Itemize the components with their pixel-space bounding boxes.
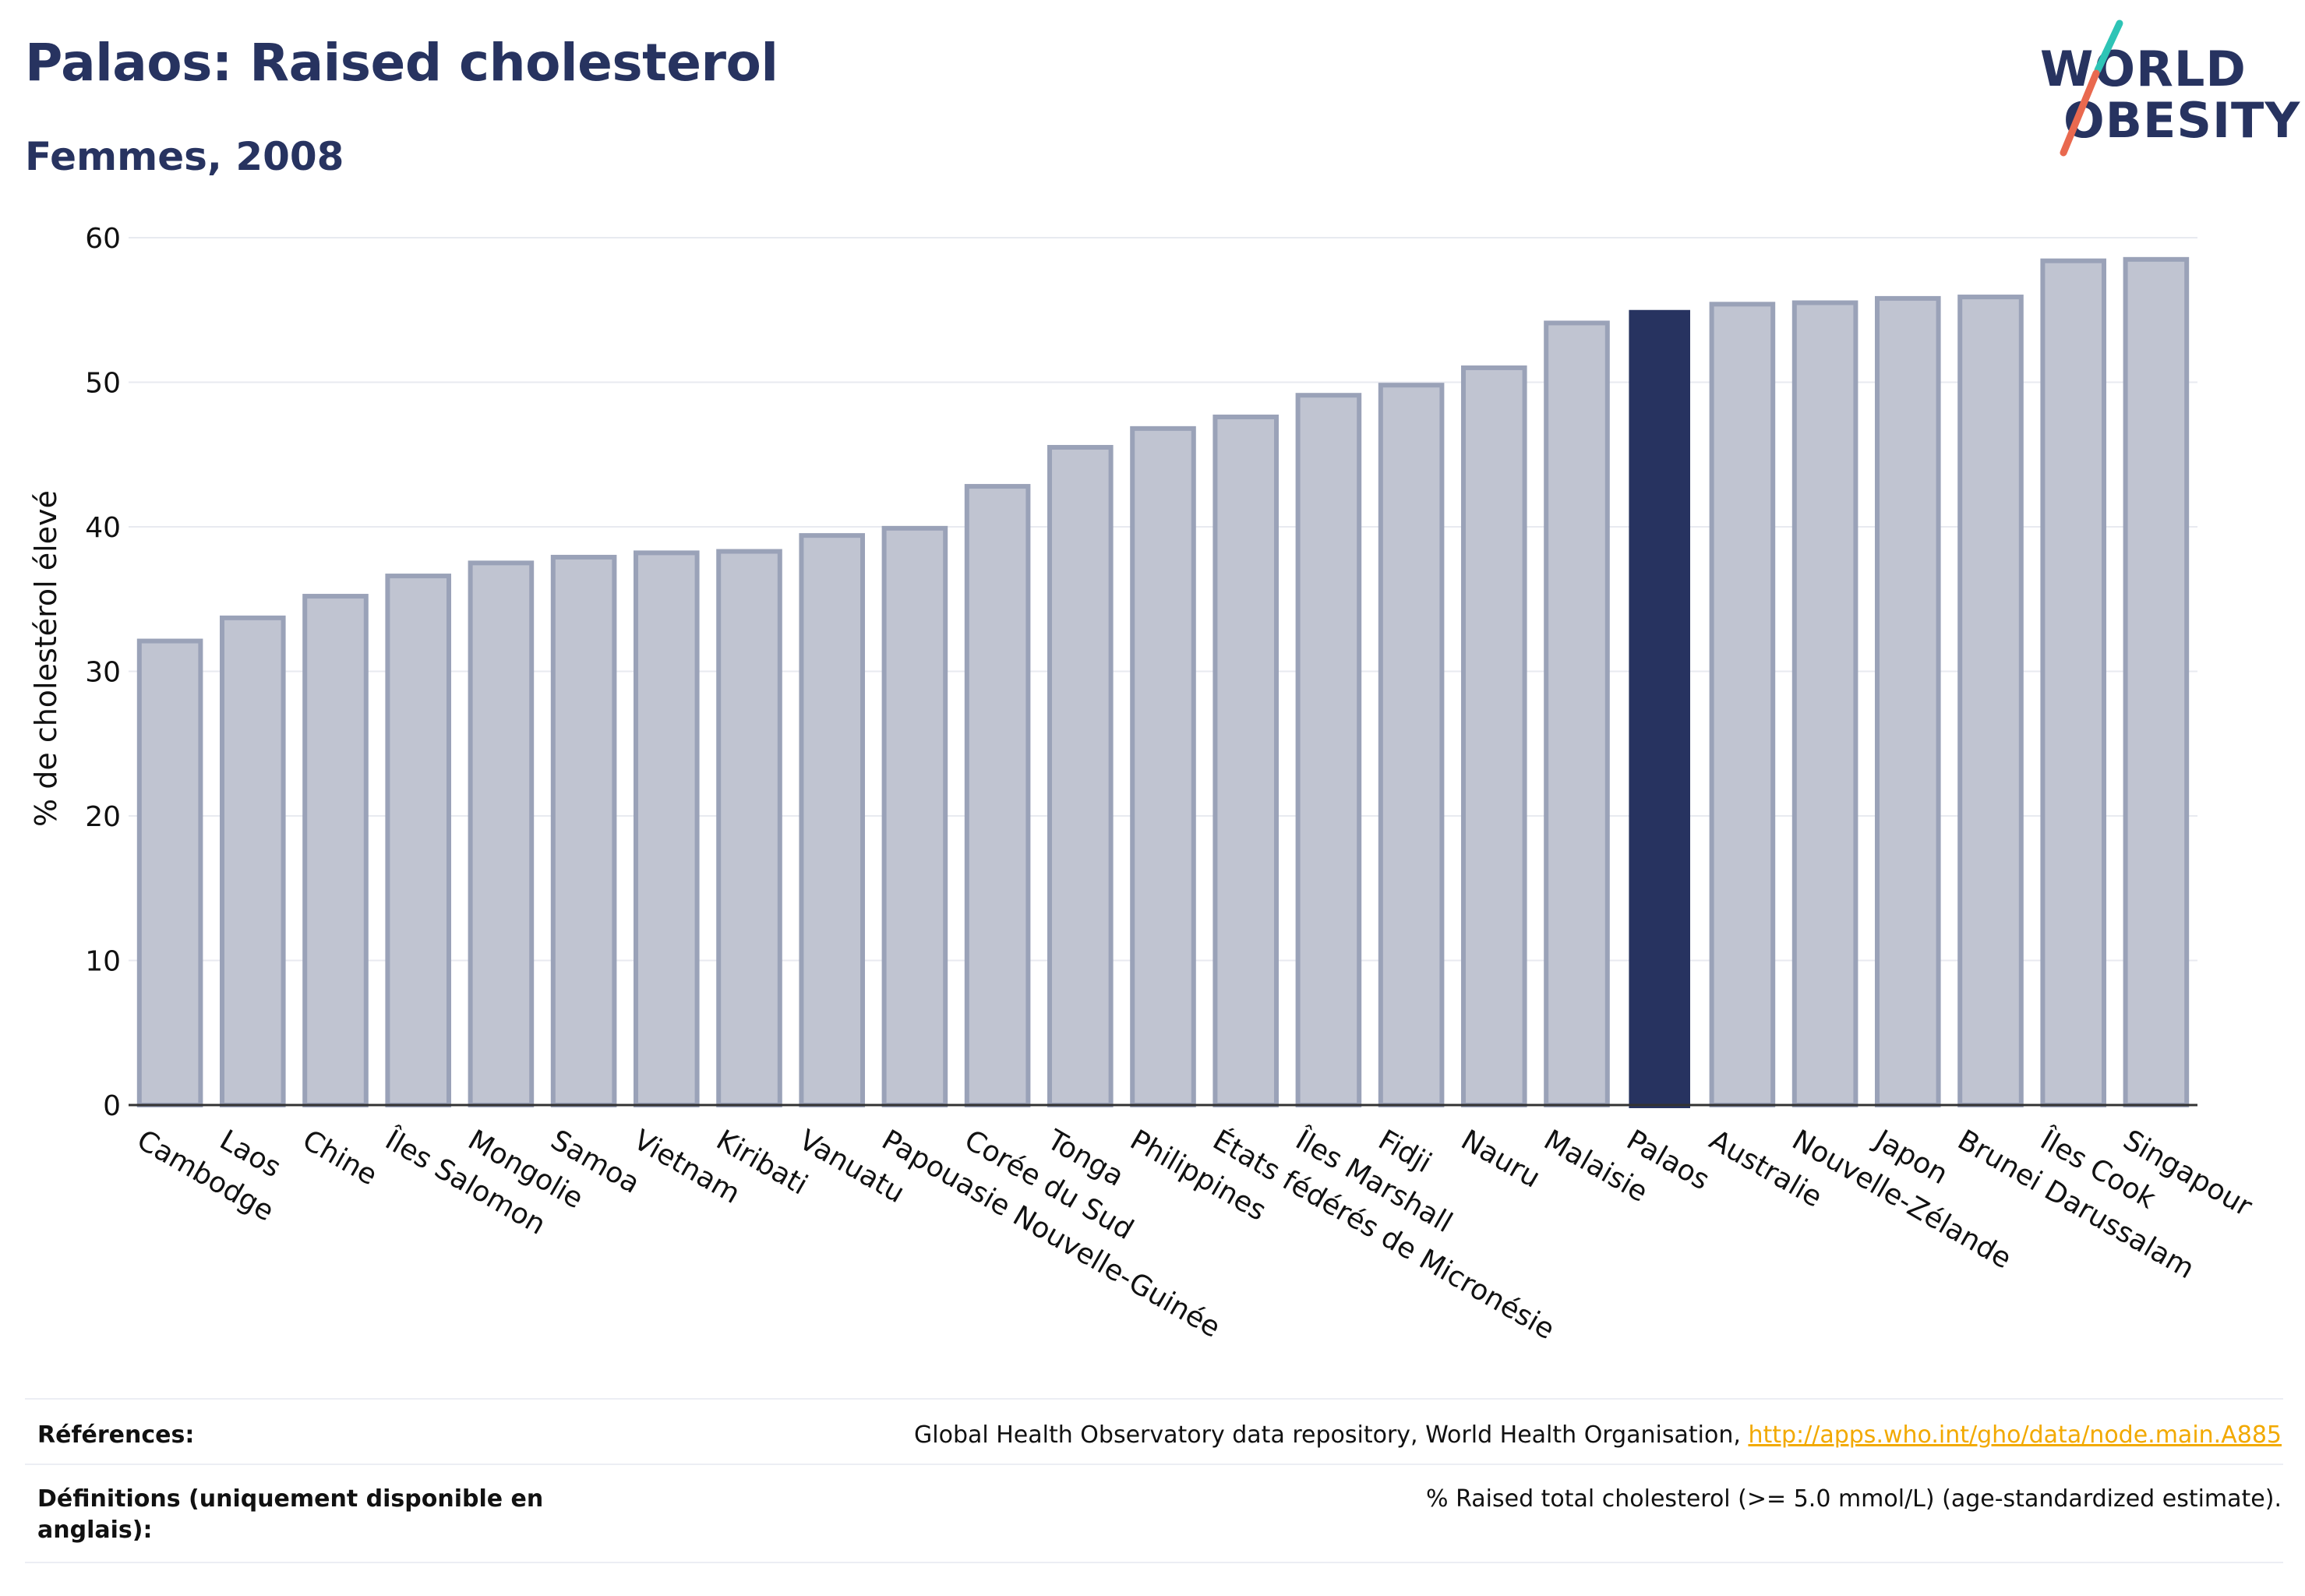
bar[interactable] (1130, 425, 1196, 1107)
page-title: Palaos: Raised cholesterol (25, 33, 778, 93)
bar[interactable] (1709, 302, 1776, 1108)
y-tick-label: 30 (85, 657, 121, 689)
bar[interactable] (2040, 258, 2106, 1107)
bar[interactable] (634, 550, 700, 1107)
bar[interactable] (799, 533, 865, 1107)
bar[interactable] (964, 484, 1031, 1107)
definitions-label: Définitions (uniquement disponible en an… (37, 1485, 544, 1544)
world-obesity-logo: WORLD OBESITY (2026, 19, 2300, 167)
bar[interactable] (881, 525, 948, 1107)
logo-line-2: OBESITY (2063, 92, 2301, 149)
references-label: Références: (37, 1421, 195, 1449)
bar[interactable] (302, 594, 369, 1107)
bar[interactable] (1544, 320, 1610, 1107)
y-axis-ticks: 0 10 20 30 40 50 60 (85, 223, 121, 1122)
y-axis-label: % de cholestérol élevé (29, 490, 63, 827)
bar[interactable] (716, 549, 782, 1107)
bar[interactable] (220, 615, 286, 1107)
bar[interactable] (1791, 300, 1858, 1108)
logo-line-1: WORLD (2040, 41, 2247, 97)
bars (136, 256, 2190, 1108)
bar[interactable] (1461, 365, 1527, 1107)
footer-divider (25, 1464, 2283, 1465)
bar[interactable] (1378, 383, 1445, 1107)
y-tick-label: 40 (85, 512, 121, 544)
logo-slash-icon (2060, 19, 2123, 157)
references-value: Global Health Observatory data repositor… (914, 1420, 2282, 1451)
x-tick-label: Chine (297, 1124, 383, 1192)
y-tick-label: 0 (103, 1090, 121, 1122)
bar[interactable] (468, 560, 535, 1107)
bar[interactable] (1047, 444, 1114, 1107)
bar[interactable] (1957, 295, 2024, 1107)
bar[interactable] (1875, 295, 1941, 1107)
bar[interactable] (2123, 256, 2190, 1108)
bar[interactable] (1629, 309, 1690, 1108)
y-tick-label: 60 (85, 223, 121, 255)
bar[interactable] (550, 554, 617, 1107)
y-tick-label: 20 (85, 801, 121, 833)
footer-divider (25, 1398, 2283, 1400)
x-tick-label: Nauru (1456, 1124, 1545, 1194)
bar[interactable] (136, 638, 203, 1107)
y-tick-label: 50 (85, 368, 121, 400)
y-tick-label: 10 (85, 946, 121, 978)
bar[interactable] (1295, 393, 1362, 1107)
bar[interactable] (385, 574, 451, 1107)
definitions-value: % Raised total cholesterol (>= 5.0 mmol/… (1426, 1485, 2282, 1513)
page-subtitle: Femmes, 2008 (25, 134, 344, 179)
footer-divider (25, 1562, 2283, 1563)
references-link[interactable]: http://apps.who.int/gho/data/node.main.A… (1748, 1421, 2282, 1449)
bar[interactable] (1213, 415, 1279, 1107)
references-text: Global Health Observatory data repositor… (914, 1421, 1749, 1449)
